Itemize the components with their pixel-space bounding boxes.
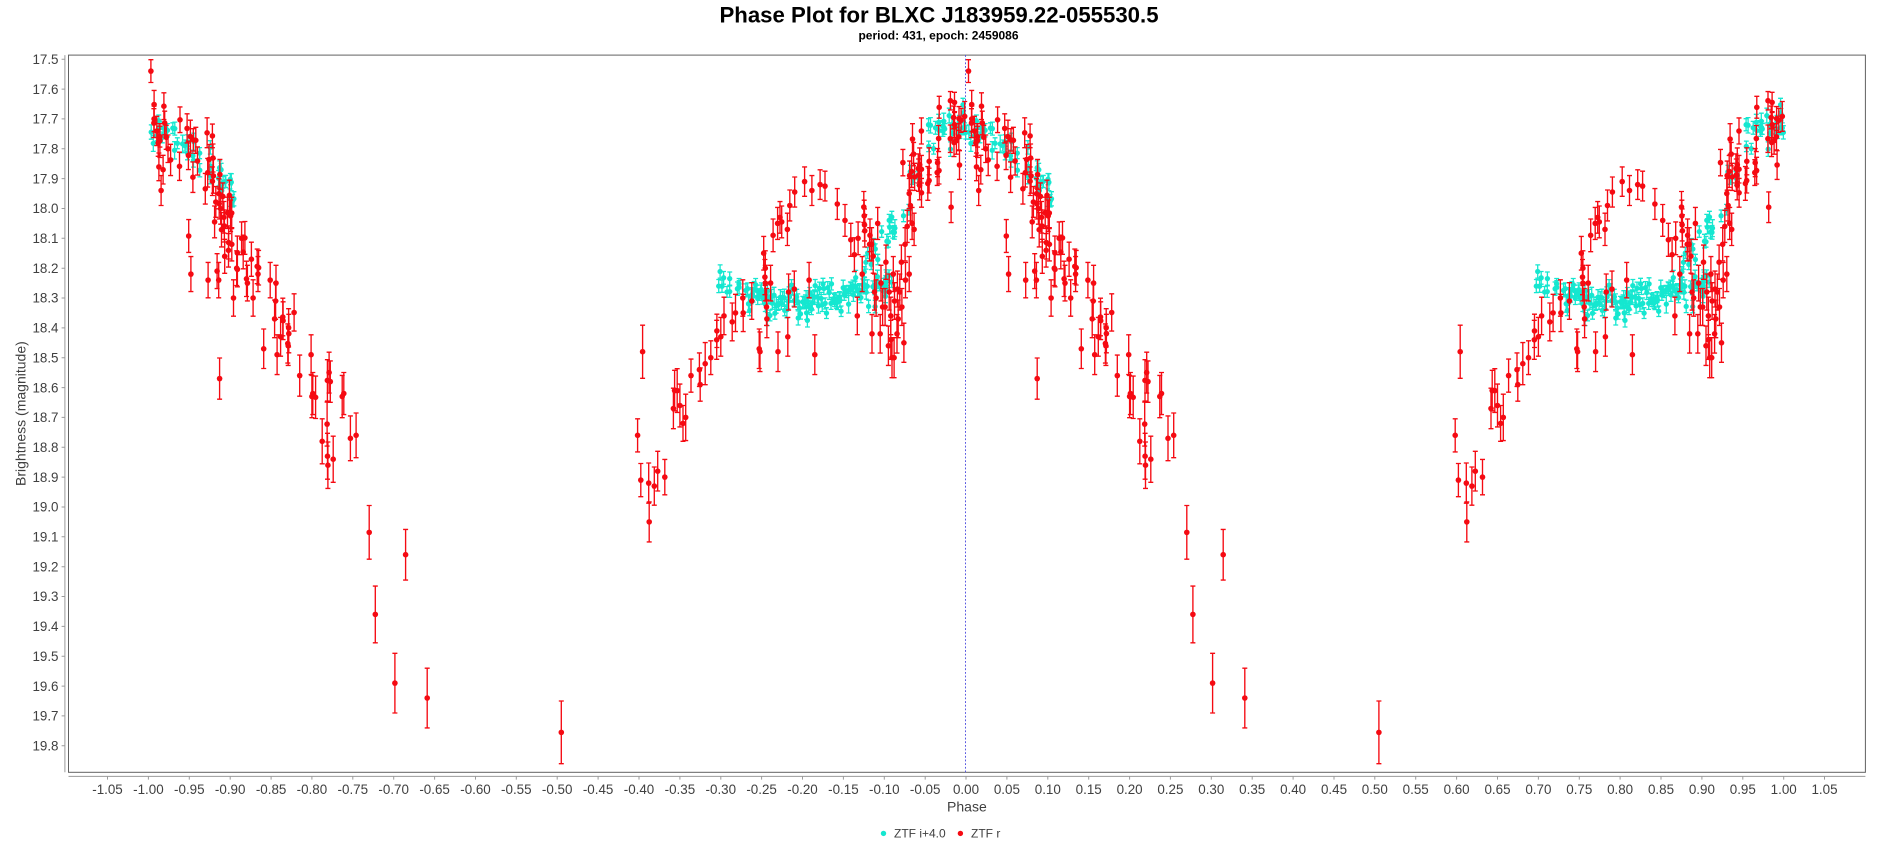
svg-text:-0.50: -0.50 <box>542 782 573 797</box>
svg-text:0.10: 0.10 <box>1035 782 1061 797</box>
svg-text:-1.00: -1.00 <box>133 782 164 797</box>
svg-text:-0.10: -0.10 <box>869 782 900 797</box>
svg-text:-0.25: -0.25 <box>746 782 777 797</box>
svg-text:-0.75: -0.75 <box>338 782 369 797</box>
svg-text:Brightness (magnitude): Brightness (magnitude) <box>13 341 29 486</box>
svg-text:19.4: 19.4 <box>32 619 59 634</box>
svg-text:0.05: 0.05 <box>994 782 1020 797</box>
svg-text:-0.15: -0.15 <box>828 782 859 797</box>
svg-text:18.0: 18.0 <box>32 201 58 216</box>
svg-text:0.70: 0.70 <box>1525 782 1551 797</box>
svg-text:18.9: 18.9 <box>32 470 58 485</box>
svg-text:0.30: 0.30 <box>1198 782 1224 797</box>
svg-text:19.8: 19.8 <box>32 739 58 754</box>
svg-text:19.1: 19.1 <box>32 530 58 545</box>
svg-text:-0.20: -0.20 <box>787 782 818 797</box>
svg-text:17.6: 17.6 <box>32 82 58 97</box>
svg-text:0.00: 0.00 <box>953 782 979 797</box>
svg-text:0.95: 0.95 <box>1730 782 1756 797</box>
svg-text:-0.45: -0.45 <box>583 782 614 797</box>
svg-text:-0.35: -0.35 <box>665 782 696 797</box>
svg-text:-0.55: -0.55 <box>501 782 532 797</box>
svg-text:-0.90: -0.90 <box>215 782 246 797</box>
svg-text:Phase: Phase <box>947 799 987 815</box>
svg-text:period: 431, epoch: 2459086: period: 431, epoch: 2459086 <box>858 29 1018 43</box>
svg-text:18.1: 18.1 <box>32 231 58 246</box>
svg-text:18.7: 18.7 <box>32 410 58 425</box>
svg-text:17.5: 17.5 <box>32 52 58 67</box>
svg-text:0.50: 0.50 <box>1362 782 1388 797</box>
svg-text:0.40: 0.40 <box>1280 782 1306 797</box>
svg-text:-1.05: -1.05 <box>92 782 123 797</box>
svg-text:0.45: 0.45 <box>1321 782 1347 797</box>
svg-text:0.75: 0.75 <box>1566 782 1592 797</box>
svg-text:0.65: 0.65 <box>1484 782 1510 797</box>
svg-text:19.6: 19.6 <box>32 679 58 694</box>
svg-text:0.20: 0.20 <box>1117 782 1143 797</box>
svg-text:-0.05: -0.05 <box>910 782 941 797</box>
svg-text:ZTF i+4.0: ZTF i+4.0 <box>894 827 946 841</box>
svg-text:19.0: 19.0 <box>32 500 58 515</box>
svg-text:18.4: 18.4 <box>32 321 59 336</box>
svg-text:18.8: 18.8 <box>32 440 58 455</box>
svg-text:0.90: 0.90 <box>1689 782 1715 797</box>
svg-text:0.15: 0.15 <box>1076 782 1102 797</box>
svg-text:18.6: 18.6 <box>32 380 58 395</box>
svg-text:17.9: 17.9 <box>32 171 58 186</box>
svg-text:17.7: 17.7 <box>32 112 58 127</box>
svg-text:-0.40: -0.40 <box>624 782 655 797</box>
svg-text:1.05: 1.05 <box>1811 782 1837 797</box>
svg-text:-0.30: -0.30 <box>706 782 737 797</box>
svg-text:-0.60: -0.60 <box>460 782 491 797</box>
svg-text:19.2: 19.2 <box>32 559 58 574</box>
svg-text:18.5: 18.5 <box>32 350 58 365</box>
svg-text:ZTF r: ZTF r <box>971 827 1000 841</box>
svg-text:19.5: 19.5 <box>32 649 58 664</box>
svg-text:17.8: 17.8 <box>32 142 58 157</box>
svg-text:0.60: 0.60 <box>1444 782 1470 797</box>
svg-text:-0.80: -0.80 <box>297 782 328 797</box>
svg-text:-0.85: -0.85 <box>256 782 287 797</box>
svg-text:1.00: 1.00 <box>1771 782 1797 797</box>
svg-text:18.3: 18.3 <box>32 291 58 306</box>
svg-text:0.55: 0.55 <box>1403 782 1429 797</box>
svg-text:19.3: 19.3 <box>32 589 58 604</box>
svg-text:-0.95: -0.95 <box>174 782 205 797</box>
svg-text:19.7: 19.7 <box>32 709 58 724</box>
svg-text:0.85: 0.85 <box>1648 782 1674 797</box>
svg-text:0.80: 0.80 <box>1607 782 1633 797</box>
svg-text:18.2: 18.2 <box>32 261 58 276</box>
svg-text:0.35: 0.35 <box>1239 782 1265 797</box>
svg-text:0.25: 0.25 <box>1157 782 1183 797</box>
svg-text:-0.65: -0.65 <box>419 782 450 797</box>
svg-text:Phase Plot for BLXC J183959.22: Phase Plot for BLXC J183959.22-055530.5 <box>719 3 1158 28</box>
svg-text:-0.70: -0.70 <box>378 782 409 797</box>
